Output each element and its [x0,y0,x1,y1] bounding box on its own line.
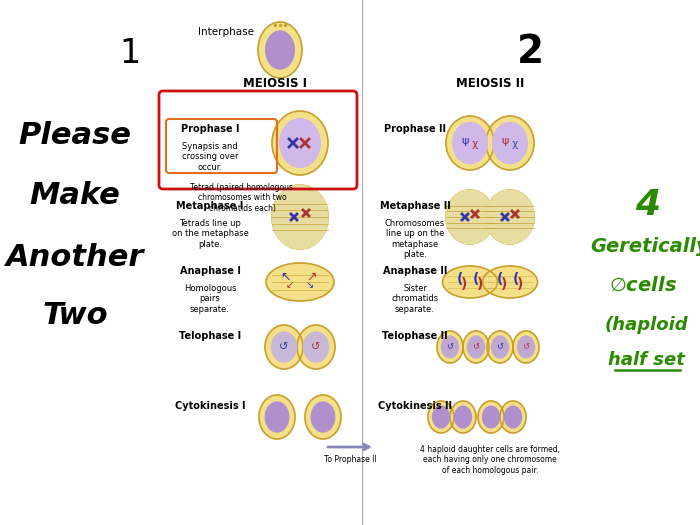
Text: ↖: ↖ [281,270,291,284]
Ellipse shape [266,31,294,69]
Text: 2: 2 [517,33,544,71]
Text: ↺: ↺ [279,342,288,352]
Text: $\varnothing$cells: $\varnothing$cells [609,276,677,295]
Text: (haploid: (haploid [604,316,688,334]
Text: Metaphase I: Metaphase I [176,201,244,211]
Ellipse shape [446,190,494,244]
Ellipse shape [258,22,302,78]
Text: MEIOSIS II: MEIOSIS II [456,77,524,90]
Text: Homologous
pairs
separate.: Homologous pairs separate. [183,284,237,314]
Ellipse shape [272,185,328,249]
Ellipse shape [446,116,494,170]
Ellipse shape [463,331,489,363]
Ellipse shape [493,122,527,163]
Text: 4 haploid daughter cells are formed,
each having only one chromosome
of each hom: 4 haploid daughter cells are formed, eac… [420,445,560,475]
Ellipse shape [280,119,320,167]
Text: ↺: ↺ [522,342,529,352]
Text: Tetrad (paired homologous
chromosomes with two
chromatids each): Tetrad (paired homologous chromosomes wi… [190,183,293,213]
Text: Anaphase I: Anaphase I [180,266,240,276]
Text: (: ( [513,272,519,286]
Text: (: ( [497,272,503,286]
Text: Prophase I: Prophase I [181,124,239,134]
Ellipse shape [428,401,454,433]
Text: Sister
chromatids
separate.: Sister chromatids separate. [391,284,439,314]
Ellipse shape [442,266,498,298]
Text: Telophase II: Telophase II [382,331,448,341]
Ellipse shape [454,406,472,428]
Ellipse shape [312,402,335,432]
Ellipse shape [486,190,534,244]
Text: ψ: ψ [501,136,509,146]
Text: χ: χ [512,139,518,149]
Ellipse shape [486,116,534,170]
Ellipse shape [450,401,476,433]
Ellipse shape [304,332,328,362]
Ellipse shape [453,122,487,163]
Text: Metaphase II: Metaphase II [379,201,450,211]
Ellipse shape [265,402,288,432]
Text: Cytokinesis I: Cytokinesis I [175,401,245,411]
Text: Synapsis and
crossing over
occur.: Synapsis and crossing over occur. [182,142,238,172]
Text: χ: χ [472,139,478,149]
Text: ↺: ↺ [496,342,503,352]
Text: Cytokinesis II: Cytokinesis II [378,401,452,411]
Text: ↗: ↗ [307,270,317,284]
Text: Interphase: Interphase [198,27,254,37]
Text: ↺: ↺ [473,342,480,352]
Text: half set: half set [608,351,685,369]
Text: ): ) [461,277,467,291]
Ellipse shape [259,395,295,439]
Ellipse shape [500,401,526,433]
Text: Make: Make [29,181,120,209]
Ellipse shape [486,190,534,244]
Text: 4: 4 [636,188,661,222]
Text: Two: Two [42,300,108,330]
Ellipse shape [446,190,494,244]
Text: Geretically: Geretically [591,237,700,257]
Text: ↺: ↺ [447,342,454,352]
Ellipse shape [266,263,334,301]
Text: ): ) [477,277,483,291]
Text: ): ) [517,277,523,291]
Ellipse shape [517,336,535,358]
Text: To Prophase II: To Prophase II [323,455,377,464]
Text: ψ: ψ [461,136,469,146]
Ellipse shape [482,266,538,298]
Text: ↺: ↺ [312,342,321,352]
Text: 1: 1 [120,37,141,70]
Text: (: ( [473,272,480,286]
Text: Prophase II: Prophase II [384,124,446,134]
Text: Another: Another [6,243,144,271]
Text: Tetrads line up
on the metaphase
plate.: Tetrads line up on the metaphase plate. [172,219,248,249]
Text: Please: Please [19,121,132,150]
Text: Telophase I: Telophase I [179,331,241,341]
Ellipse shape [482,406,500,428]
Ellipse shape [442,336,458,358]
Text: ↘: ↘ [306,280,314,290]
Ellipse shape [272,332,296,362]
Ellipse shape [272,111,328,175]
Ellipse shape [487,331,513,363]
Text: ↙: ↙ [286,280,294,290]
Text: ): ) [500,277,508,291]
Ellipse shape [305,395,341,439]
Ellipse shape [513,331,539,363]
Ellipse shape [433,406,449,428]
Ellipse shape [437,331,463,363]
Text: MEIOSIS I: MEIOSIS I [243,77,307,90]
Text: Anaphase II: Anaphase II [383,266,447,276]
Ellipse shape [265,325,303,369]
Ellipse shape [468,336,484,358]
Ellipse shape [272,185,328,249]
Ellipse shape [505,406,522,428]
Ellipse shape [297,325,335,369]
Ellipse shape [478,401,504,433]
Text: Chromosomes
line up on the
metaphase
plate.: Chromosomes line up on the metaphase pla… [385,219,445,259]
Text: (: ( [457,272,463,286]
Ellipse shape [491,336,508,358]
